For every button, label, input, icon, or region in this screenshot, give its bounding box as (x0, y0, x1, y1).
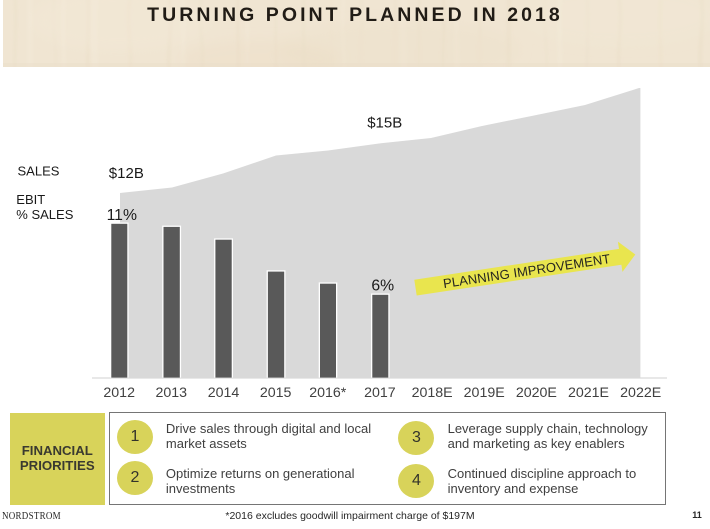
svg-text:% SALES: % SALES (16, 207, 73, 222)
svg-text:6%: 6% (371, 278, 394, 295)
svg-text:SALES: SALES (18, 164, 60, 179)
svg-text:2020E: 2020E (516, 385, 557, 401)
svg-text:EBIT: EBIT (16, 192, 45, 207)
svg-text:2022E: 2022E (620, 385, 661, 401)
svg-text:2016*: 2016* (309, 385, 347, 401)
svg-text:2017: 2017 (364, 385, 396, 401)
svg-text:2013: 2013 (156, 385, 188, 401)
svg-text:2015: 2015 (260, 385, 292, 401)
svg-text:2019E: 2019E (464, 385, 505, 401)
svg-text:2021E: 2021E (568, 385, 609, 401)
svg-text:2012: 2012 (103, 385, 135, 401)
svg-text:$12B: $12B (109, 165, 144, 182)
svg-text:2014: 2014 (208, 385, 240, 401)
svg-text:$15B: $15B (367, 115, 402, 132)
svg-text:2018E: 2018E (412, 385, 453, 401)
svg-text:11%: 11% (107, 207, 137, 224)
